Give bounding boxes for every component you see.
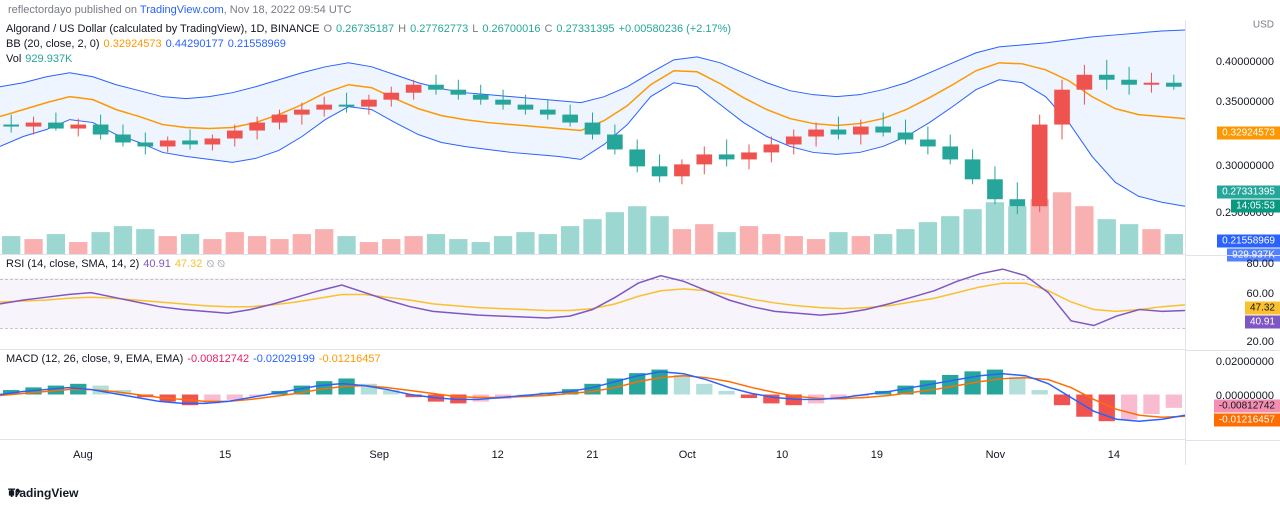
axis-badge: -0.01216457 [1214, 414, 1280, 427]
price-axis[interactable]: USD 0.400000000.350000000.300000000.2500… [1185, 20, 1280, 465]
time-label: Aug [73, 449, 93, 461]
macd-legend: MACD (12, 26, close, 9, EMA, EMA) -0.008… [6, 352, 381, 367]
price-pane[interactable]: Algorand / US Dollar (calculated by Trad… [0, 20, 1185, 255]
time-label: 14 [1108, 449, 1120, 461]
axis-unit: USD [1253, 20, 1274, 31]
axis-tick: 60.00 [1246, 288, 1274, 300]
axis-tick: 20.00 [1246, 336, 1274, 348]
bb-label: BB (20, close, 2, 0) [6, 37, 100, 52]
axis-badge: 40.91 [1245, 315, 1280, 328]
axis-tick: 0.35000000 [1216, 96, 1274, 108]
publish-header: reflectordayo published on TradingView.c… [0, 0, 1280, 20]
time-label: 19 [871, 449, 883, 461]
axis-badge: 47.32 [1245, 301, 1280, 314]
time-label: 12 [492, 449, 504, 461]
time-label: 10 [776, 449, 788, 461]
time-label: Sep [369, 449, 389, 461]
rsi-legend: RSI (14, close, SMA, 14, 2) 40.91 47.32 … [6, 257, 225, 272]
eye-icon: ⦰ ⦰ [206, 257, 225, 272]
time-label: Nov [986, 449, 1006, 461]
axis-tick: 0.40000000 [1216, 56, 1274, 68]
vol-label: Vol [6, 52, 21, 67]
chart-container: Algorand / US Dollar (calculated by Trad… [0, 20, 1280, 465]
axis-badge: 0.32924573 [1217, 126, 1280, 139]
axis-tick: 80.00 [1246, 258, 1274, 270]
tradingview-logo: TradingView [8, 486, 78, 500]
logo-icon [8, 486, 22, 500]
time-label: Oct [679, 449, 696, 461]
time-label: 15 [219, 449, 231, 461]
site-link[interactable]: TradingView.com [140, 4, 224, 16]
price-legend: Algorand / US Dollar (calculated by Trad… [6, 22, 731, 67]
axis-tick: 0.02000000 [1216, 356, 1274, 368]
time-label: 21 [586, 449, 598, 461]
macd-pane[interactable]: MACD (12, 26, close, 9, EMA, EMA) -0.008… [0, 350, 1185, 440]
axis-tick: 0.30000000 [1216, 160, 1274, 172]
symbol-title: Algorand / US Dollar (calculated by Trad… [6, 22, 319, 37]
axis-badge: 0.27331395 [1217, 185, 1280, 198]
author: reflectordayo [8, 4, 72, 16]
axis-badge: 0.21558969 [1217, 234, 1280, 247]
time-axis: Aug 15 Sep 12 21 Oct 10 19 Nov 14 [0, 440, 1185, 465]
rsi-pane[interactable]: RSI (14, close, SMA, 14, 2) 40.91 47.32 … [0, 255, 1185, 350]
axis-badge: -0.00812742 [1214, 400, 1280, 413]
axis-badge: 14:05:53 [1231, 199, 1280, 212]
